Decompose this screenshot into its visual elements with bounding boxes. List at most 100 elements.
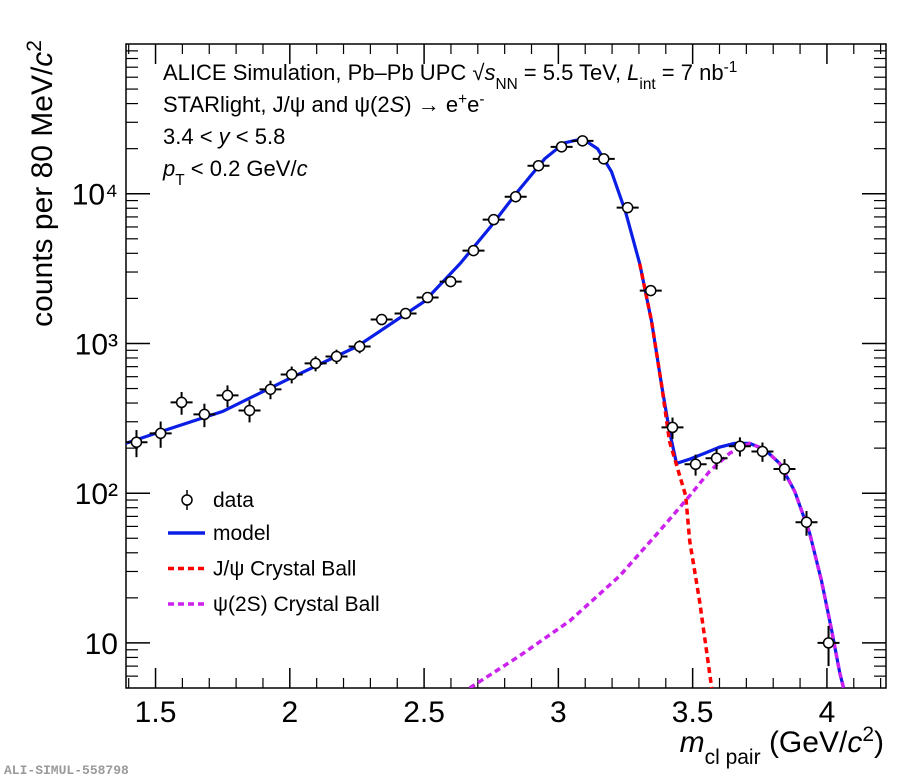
data-point [773, 459, 796, 481]
y-tick-label: 10 [85, 628, 118, 661]
data-point [280, 366, 303, 384]
marker [221, 389, 234, 402]
data-point [149, 421, 172, 448]
text-segment: c [297, 156, 308, 181]
text-segment: int [639, 76, 656, 93]
marker [644, 284, 657, 297]
text-segment: e [467, 92, 479, 117]
text-segment: S [390, 92, 405, 117]
text-segment: cl pair [705, 746, 761, 769]
data-point [661, 417, 684, 440]
marker [467, 244, 480, 257]
marker [734, 440, 746, 452]
text-segment: = 5.5 TeV, [518, 60, 627, 85]
x-tick-label: 1.5 [135, 696, 177, 729]
marker [130, 436, 143, 448]
data-point [170, 392, 193, 415]
marker [444, 275, 457, 288]
legend-marker [181, 494, 193, 506]
data-point [751, 442, 774, 462]
text-segment: m [680, 726, 705, 759]
footer: ALI-SIMUL-558798 [4, 763, 129, 778]
text-segment: ALICE Simulation, Pb–Pb UPC [163, 60, 472, 85]
marker [576, 135, 589, 147]
marker [487, 213, 500, 226]
marker [353, 340, 366, 353]
text-segment: 2 [23, 40, 46, 52]
data-point [795, 511, 818, 536]
data-point [571, 135, 594, 147]
marker [822, 637, 835, 649]
marker [778, 463, 791, 475]
series-line [637, 263, 714, 688]
marker [689, 458, 702, 471]
text-segment: T [175, 172, 185, 189]
y-tick-label: 10⁴ [72, 179, 118, 212]
text-segment: c [847, 726, 862, 759]
marker [421, 291, 434, 304]
data-point [684, 454, 707, 476]
marker [598, 153, 610, 165]
data-point [238, 400, 261, 423]
data-point [817, 625, 840, 667]
curves [126, 135, 846, 688]
data-point [325, 349, 348, 365]
text-segment: - [479, 91, 484, 108]
data-point [728, 437, 751, 457]
y-tick-label: 10³ [75, 328, 118, 361]
data-point [705, 448, 728, 470]
text-segment: y [217, 124, 232, 149]
marker [375, 313, 388, 326]
text-segment: s [484, 60, 495, 85]
marker [532, 159, 545, 172]
marker [264, 383, 277, 396]
data-point [126, 430, 148, 458]
text-segment: counts per 80 MeV/ [26, 66, 59, 327]
annotation: pT < 0.2 GeV/c [162, 156, 308, 189]
x-axis-label: mcl pair (GeV/c2) [680, 723, 884, 769]
marker [330, 350, 343, 363]
text-segment: + [458, 91, 467, 108]
series-line [468, 441, 846, 688]
x-tick-label: 3 [550, 696, 567, 729]
data-point [348, 340, 371, 354]
marker [154, 427, 167, 440]
marker [243, 404, 256, 417]
annotation: ALICE Simulation, Pb–Pb UPC √sNN = 5.5 T… [163, 59, 737, 93]
y-tick-label: 10² [75, 478, 118, 511]
marker [666, 421, 679, 434]
marker [800, 516, 813, 528]
marker [198, 408, 211, 421]
text-segment: (GeV/ [761, 726, 848, 759]
text-segment: = 7 nb [656, 60, 724, 85]
data-point [504, 190, 527, 203]
data-point [416, 291, 439, 304]
plot-frame [125, 43, 887, 689]
marker [175, 396, 188, 409]
data-point [482, 213, 505, 226]
marker [399, 307, 412, 320]
data-point [550, 141, 573, 153]
data-point [216, 385, 239, 408]
text-segment: 3.4 < [163, 124, 219, 149]
text-segment: -1 [724, 59, 738, 76]
marker [555, 141, 568, 153]
text-segment: ) [874, 726, 884, 759]
x-tick-label: 2 [281, 696, 298, 729]
x-tick-label: 2.5 [403, 696, 445, 729]
marker [285, 368, 298, 381]
legend-label: J/ψ Crystal Ball [213, 558, 356, 581]
marker [756, 445, 769, 458]
text-segment: < 5.8 [230, 124, 286, 149]
text-segment: p [162, 156, 175, 181]
marker [710, 452, 723, 465]
marker [509, 190, 522, 203]
y-axis-label: counts per 80 MeV/c2 [23, 40, 60, 327]
x-tick-label: 3.5 [672, 696, 714, 729]
data-point [394, 307, 417, 320]
text-segment: c [26, 52, 59, 67]
text-segment: < 0.2 GeV/ [185, 156, 298, 181]
x-tick-label: 4 [819, 696, 836, 729]
